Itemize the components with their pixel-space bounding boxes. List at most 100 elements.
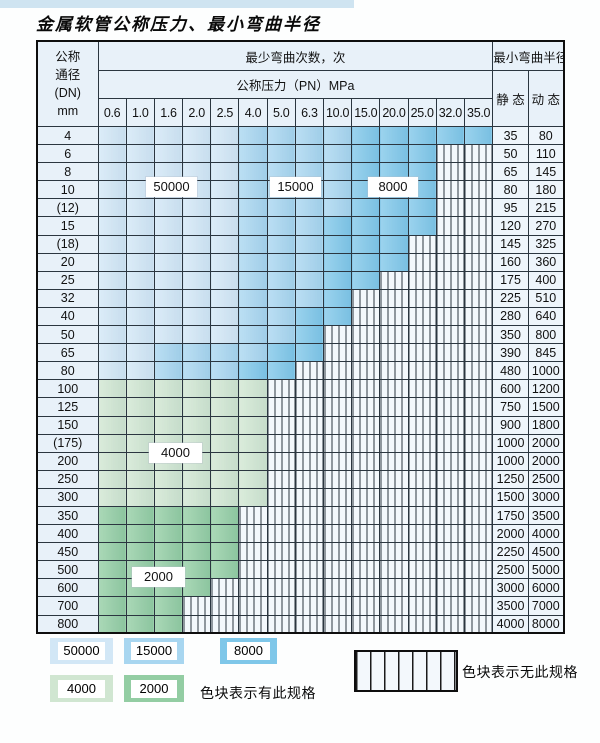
no-spec-cell xyxy=(351,487,381,507)
table-row: 8 65 145 xyxy=(36,162,565,182)
spec-cell xyxy=(125,234,155,254)
no-spec-cell xyxy=(407,288,437,308)
dynamic-radius-value: 1200 xyxy=(527,379,565,399)
no-spec-cell xyxy=(379,361,409,381)
spec-cell xyxy=(407,216,437,236)
no-spec-cell xyxy=(407,379,437,399)
spec-cell xyxy=(238,180,268,200)
spec-cell xyxy=(153,397,184,417)
spec-cell xyxy=(407,125,437,146)
no-spec-cell xyxy=(379,415,409,435)
pressure-tick: 2.0 xyxy=(182,98,212,127)
row-dn-label: 6 xyxy=(36,144,99,164)
static-radius-value: 3500 xyxy=(492,596,529,616)
spec-cell xyxy=(97,144,127,164)
spec-cell xyxy=(153,306,184,327)
pressure-tick: 10.0 xyxy=(322,98,353,127)
spec-cell xyxy=(322,180,353,200)
no-spec-cell xyxy=(407,270,437,290)
row-dn-label: 65 xyxy=(36,343,99,363)
row-dn-label: 50 xyxy=(36,325,99,345)
row-dn-label: 400 xyxy=(36,524,99,544)
legend-swatch-label: 4000 xyxy=(57,679,106,698)
no-spec-cell xyxy=(463,614,494,634)
row-dn-label: 250 xyxy=(36,469,99,489)
spec-cell xyxy=(294,270,325,290)
bend-cycles-header: 最少弯曲次数，次 xyxy=(97,40,494,71)
row-dn-label: 40 xyxy=(36,306,99,327)
spec-cell xyxy=(182,325,212,345)
no-spec-cell xyxy=(407,524,437,544)
spec-cell xyxy=(322,125,353,146)
no-spec-cell xyxy=(435,361,465,381)
no-spec-cell xyxy=(379,487,409,507)
no-spec-cell xyxy=(322,433,353,453)
spec-cell xyxy=(153,252,184,272)
no-spec-cell xyxy=(266,560,296,580)
spec-cell xyxy=(322,216,353,236)
spec-cell xyxy=(125,505,155,526)
no-spec-cell xyxy=(407,397,437,417)
no-spec-cell xyxy=(463,578,494,598)
no-spec-cell xyxy=(379,524,409,544)
spec-cell xyxy=(182,343,212,363)
spec-cell xyxy=(125,252,155,272)
no-spec-cell xyxy=(351,505,381,526)
legend-swatch-50000: 50000 xyxy=(50,638,113,664)
no-spec-cell xyxy=(182,614,212,634)
no-spec-cell xyxy=(463,379,494,399)
pressure-tick: 0.6 xyxy=(97,98,127,127)
no-spec-cell xyxy=(463,198,494,218)
spec-cell xyxy=(351,234,381,254)
no-spec-cell xyxy=(266,578,296,598)
row-dn-label: 4 xyxy=(36,125,99,146)
no-spec-cell xyxy=(322,596,353,616)
spec-cell xyxy=(379,216,409,236)
pressure-tick: 1.6 xyxy=(153,98,184,127)
spec-cell xyxy=(97,216,127,236)
pressure-tick: 25.0 xyxy=(407,98,437,127)
no-spec-cell xyxy=(351,288,381,308)
dynamic-radius-value: 180 xyxy=(527,180,565,200)
spec-cell xyxy=(153,614,184,634)
spec-cell xyxy=(153,487,184,507)
no-spec-cell xyxy=(294,542,325,562)
spec-cell xyxy=(97,198,127,218)
static-column-header: 静 态 xyxy=(492,70,529,127)
spec-cell xyxy=(210,415,240,435)
no-spec-cell xyxy=(435,162,465,182)
spec-cell xyxy=(294,144,325,164)
no-spec-cell xyxy=(379,469,409,489)
spec-cell xyxy=(125,397,155,417)
spec-cell xyxy=(238,361,268,381)
dynamic-radius-value: 640 xyxy=(527,306,565,327)
dynamic-radius-value: 2500 xyxy=(527,469,565,489)
no-spec-cell xyxy=(407,252,437,272)
no-spec-cell xyxy=(238,524,268,544)
spec-cell xyxy=(153,361,184,381)
no-spec-cell xyxy=(266,505,296,526)
spec-cell xyxy=(125,469,155,489)
spec-cell xyxy=(125,415,155,435)
static-radius-value: 175 xyxy=(492,270,529,290)
no-spec-cell xyxy=(435,487,465,507)
table-row: 25 175 400 xyxy=(36,270,565,290)
spec-cell xyxy=(294,288,325,308)
no-spec-cell xyxy=(379,379,409,399)
no-spec-cell xyxy=(351,361,381,381)
spec-cell xyxy=(238,270,268,290)
no-spec-cell xyxy=(379,306,409,327)
no-spec-cell xyxy=(294,379,325,399)
spec-cell xyxy=(182,487,212,507)
no-spec-cell xyxy=(379,397,409,417)
no-spec-cell xyxy=(322,325,353,345)
no-spec-cell xyxy=(294,578,325,598)
spec-cell xyxy=(182,216,212,236)
row-dn-label: 15 xyxy=(36,216,99,236)
spec-cell xyxy=(210,451,240,471)
table-row: 600 3000 6000 xyxy=(36,578,565,598)
spec-cell xyxy=(97,415,127,435)
spec-cell xyxy=(266,125,296,146)
table-row: 350 1750 3500 xyxy=(36,505,565,526)
no-spec-cell xyxy=(463,542,494,562)
